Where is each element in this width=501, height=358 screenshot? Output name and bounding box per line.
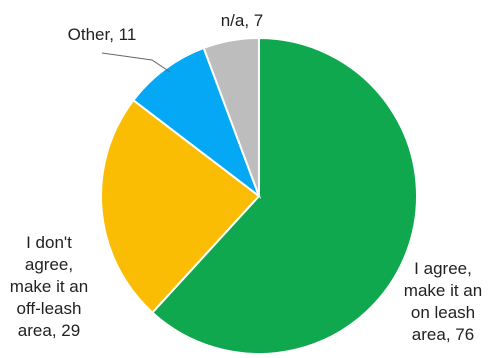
slice-label-line: make it an [404,281,482,300]
slice-label-1: I agree, make it an on leash area, 76 [404,259,482,344]
slice-label-line: I don't [26,233,72,252]
pie-slice-1 [150,36,418,355]
leader-line-3 [101,52,171,73]
slice-label-line: area, 76 [412,325,474,344]
slice-label-4: n/a, 7 [221,11,264,30]
slice-label-line: make it an [10,277,88,296]
pie-slice-2 [100,98,261,315]
slice-label-line: n/a, 7 [221,11,264,30]
slice-label-line: I agree, [414,259,472,278]
slice-label-2: I don't agree, make it an off-leash area, 29 [10,233,88,340]
pie-slice-3 [131,46,262,199]
slice-label-line: off-leash [17,299,82,318]
slice-label-line: Other, 11 [68,25,137,44]
slice-labels: I agree, make it an on leash area, 76 I don'… [10,11,482,344]
slice-label-3: Other, 11 [68,25,137,44]
slice-label-line: area, 29 [18,321,80,340]
pie-slice-4 [202,36,260,197]
pie-slices [100,36,418,355]
slice-label-line: on leash [411,303,475,322]
slice-label-line: agree, [25,255,73,274]
leader-lines [101,52,171,73]
